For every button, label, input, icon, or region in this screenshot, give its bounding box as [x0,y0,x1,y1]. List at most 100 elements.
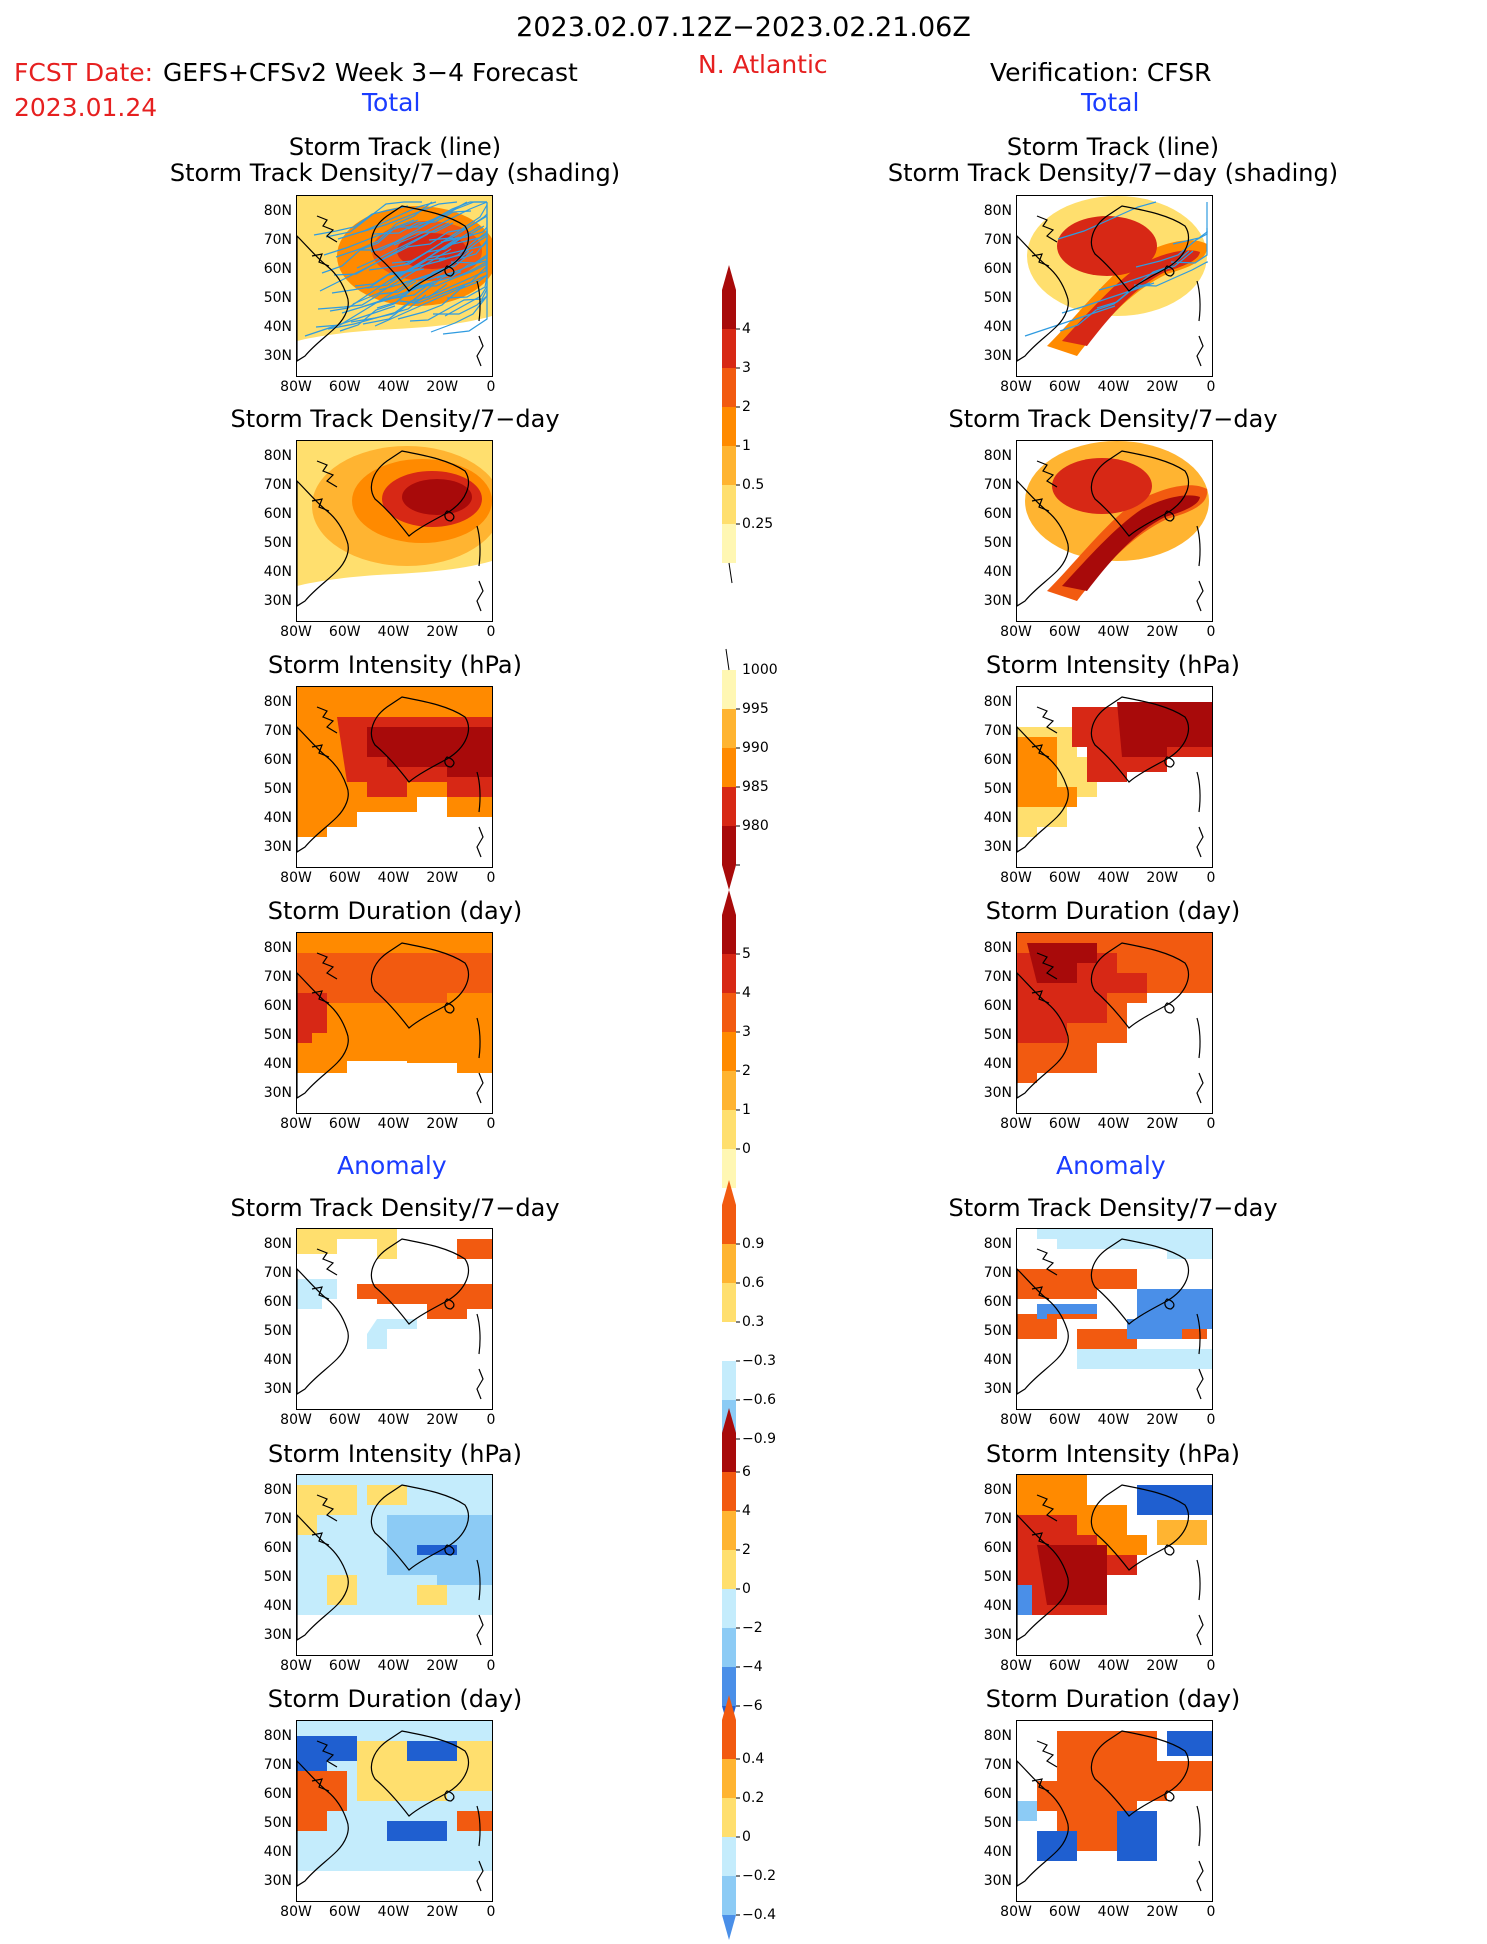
lon-label-r2: 20W [1146,870,1179,886]
title-duration-left: Storm Duration (day) [267,897,523,925]
lon-label-r2: 0 [1206,870,1216,886]
colorbar-duration-total-label: 4 [742,985,751,1001]
title-intensity-left: Storm Intensity (hPa) [268,651,522,679]
lat-label-l0: 60N [263,261,292,277]
lat-label-r1: 50N [983,535,1012,551]
lat-label-r0: 50N [983,290,1012,306]
lat-label-l2: 70N [263,723,292,739]
colorbar-duration-anom-label: 0.2 [742,1790,765,1806]
lon-label-r6: 20W [1146,1904,1179,1920]
lat-label-r2: 30N [983,839,1012,855]
colorbar-density-total-label: 2 [742,399,751,415]
colorbar-duration-total [722,890,782,1217]
lon-label-l5: 40W [377,1658,410,1674]
lat-label-l3: 60N [263,998,292,1014]
lon-label-l0: 20W [426,379,459,395]
lon-label-r2: 40W [1097,870,1130,886]
colorbar-intensity-total-label: 995 [742,701,769,717]
lat-label-l4: 30N [263,1381,292,1397]
lon-label-l6: 0 [486,1904,496,1920]
lat-label-l2: 60N [263,752,292,768]
lat-label-r6: 50N [983,1815,1012,1831]
colorbar-intensity-anom-label: 6 [742,1464,751,1480]
lat-label-r5: 30N [983,1627,1012,1643]
lat-label-l1: 40N [263,564,292,580]
lat-label-l2: 30N [263,839,292,855]
verification-label: Verification: CFSR [990,58,1212,87]
lat-label-r4: 40N [983,1352,1012,1368]
map-intensity-verification [1016,686,1213,868]
lat-label-l3: 70N [263,969,292,985]
map-duration-anom-forecast [296,1720,493,1902]
colorbar-duration-anom [722,1695,782,1944]
title-duration-anom-right: Storm Duration (day) [985,1685,1241,1713]
lat-label-l3: 50N [263,1027,292,1043]
lon-label-l3: 40W [377,1116,410,1132]
colorbar-density-total-label: 3 [742,360,751,376]
lon-label-l5: 60W [328,1658,361,1674]
lon-label-r6: 40W [1097,1904,1130,1920]
title-density-right: Storm Track Density/7−day [948,405,1278,433]
colorbar-duration-total-label: 5 [742,946,751,962]
lon-label-l6: 20W [426,1904,459,1920]
lon-label-r2: 60W [1048,870,1081,886]
map-density-anom-verification [1016,1228,1213,1410]
lon-label-l2: 0 [486,870,496,886]
lon-label-l6: 60W [328,1904,361,1920]
lat-label-r0: 30N [983,348,1012,364]
lon-label-l1: 80W [280,624,312,640]
lat-label-r4: 60N [983,1294,1012,1310]
lat-label-r0: 40N [983,319,1012,335]
section-total-right: Total [1081,88,1140,117]
lat-label-l0: 40N [263,319,292,335]
lon-label-r1: 0 [1206,624,1216,640]
map-intensity-forecast [296,686,493,868]
lon-label-l4: 20W [426,1412,459,1428]
lat-label-l6: 40N [263,1844,292,1860]
lat-label-r2: 70N [983,723,1012,739]
map-intensity-anom-verification [1016,1474,1213,1656]
fcst-date: 2023.01.24 [14,93,158,122]
map-duration-anom-verification [1016,1720,1213,1902]
title-intensity-anom-right: Storm Intensity (hPa) [986,1440,1240,1468]
lon-label-r4: 20W [1146,1412,1179,1428]
colorbar-duration-total-label: 0 [742,1141,751,1157]
lat-label-r3: 80N [983,940,1012,956]
model-name: GEFS+CFSv2 Week 3−4 Forecast [163,58,578,87]
lat-label-r1: 80N [983,448,1012,464]
lat-label-l3: 30N [263,1085,292,1101]
fcst-label: FCST Date: [14,58,154,87]
lon-label-l1: 60W [328,624,361,640]
colorbar-duration-anom-label: −0.2 [742,1868,776,1884]
map-duration-verification [1016,932,1213,1114]
lat-label-l5: 60N [263,1540,292,1556]
colorbar-intensity-anom-label: −2 [742,1620,763,1636]
lon-label-r3: 60W [1048,1116,1081,1132]
lat-label-r3: 30N [983,1085,1012,1101]
colorbar-density-total [722,265,782,592]
lon-label-l6: 40W [377,1904,410,1920]
lon-label-r1: 60W [1048,624,1081,640]
lat-label-l5: 40N [263,1598,292,1614]
lat-label-r0: 80N [983,203,1012,219]
lon-label-l1: 0 [486,624,496,640]
lon-label-r5: 20W [1146,1658,1179,1674]
lat-label-l4: 80N [263,1236,292,1252]
lat-label-l4: 50N [263,1323,292,1339]
lon-label-l0: 0 [486,379,496,395]
lat-label-l1: 50N [263,535,292,551]
lat-label-r6: 60N [983,1786,1012,1802]
colorbar-density-anom-label: −0.3 [742,1353,776,1369]
map-density-verification [1016,440,1213,622]
colorbar-density-anom-label: 0.6 [742,1275,765,1291]
lat-label-l0: 30N [263,348,292,364]
lat-label-l6: 30N [263,1873,292,1889]
colorbar-intensity-anom-label: −4 [742,1659,763,1675]
title-density-anom-right: Storm Track Density/7−day [948,1194,1278,1222]
lat-label-r3: 70N [983,969,1012,985]
colorbar-intensity-total-label: 990 [742,740,769,756]
colorbar-duration-anom-label: 0.4 [742,1751,765,1767]
lon-label-r0: 40W [1097,379,1130,395]
colorbar-intensity-anom-label: −6 [742,1698,763,1714]
lat-label-r5: 80N [983,1482,1012,1498]
